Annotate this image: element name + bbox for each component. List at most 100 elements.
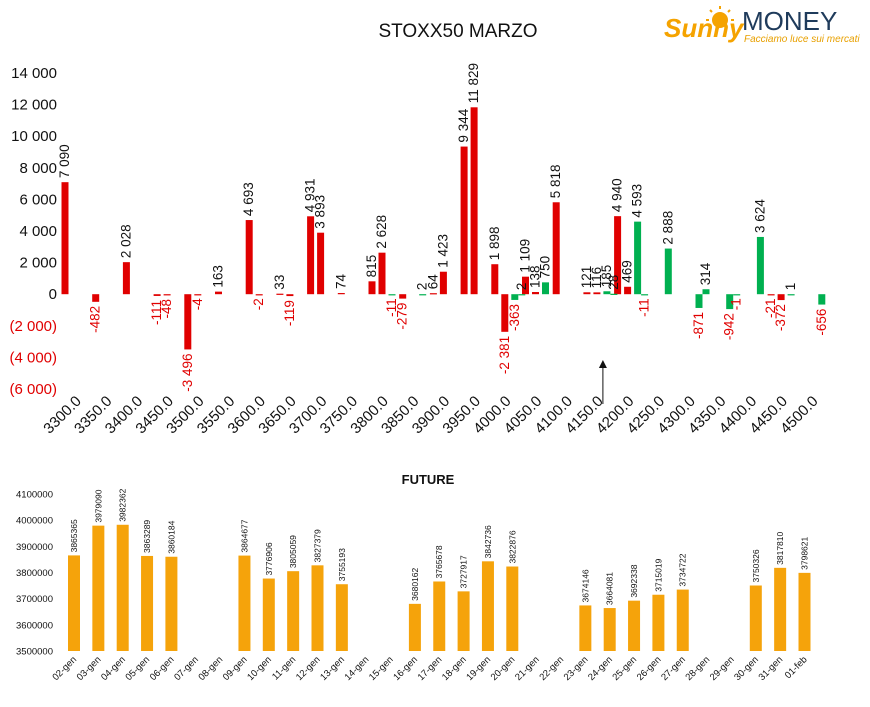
x-axis: 02-gen03-gen04-gen05-gen06-gen07-gen08-g… bbox=[50, 654, 809, 683]
data-label: -111 bbox=[149, 300, 164, 325]
future-chart: FUTURE 3500000 3600000 3700000 3800000 39000… bbox=[16, 472, 811, 683]
data-label: 9 344 bbox=[456, 108, 471, 142]
bar bbox=[337, 293, 345, 295]
bar bbox=[610, 293, 618, 295]
data-label: 121 bbox=[579, 266, 594, 289]
y-tick-label: 8 000 bbox=[19, 160, 57, 177]
data-label: 3864677 bbox=[239, 519, 249, 552]
x-tick-label: 17-gen bbox=[416, 654, 445, 683]
y-tick-label: 3900000 bbox=[16, 542, 53, 553]
bar bbox=[245, 220, 253, 295]
x-tick-label: 21-gen bbox=[513, 654, 542, 683]
x-tick-label: 08-gen bbox=[197, 654, 226, 683]
data-label: 3664081 bbox=[605, 572, 615, 605]
bar bbox=[756, 236, 764, 295]
data-label: -482 bbox=[88, 306, 103, 333]
data-label: 3817810 bbox=[775, 531, 785, 564]
data-label: 2 028 bbox=[118, 224, 133, 258]
data-label: 185 bbox=[599, 265, 614, 288]
y-tick-label: 4000000 bbox=[16, 516, 53, 527]
y-tick-label: 14 000 bbox=[11, 65, 57, 82]
data-label: -2 bbox=[251, 298, 266, 310]
logo-text-money: MONEY bbox=[742, 6, 837, 36]
data-label: 1 bbox=[783, 283, 798, 291]
bar bbox=[255, 294, 263, 296]
data-label: 116 bbox=[589, 267, 604, 289]
bar bbox=[506, 566, 519, 651]
y-tick-label: 3800000 bbox=[16, 568, 53, 579]
x-axis: 3300.03350.03400.03450.03500.03550.03600… bbox=[40, 393, 821, 437]
data-label: 3692338 bbox=[629, 564, 639, 597]
x-tick-label: 01-feb bbox=[783, 654, 810, 681]
bar bbox=[368, 281, 376, 295]
bar bbox=[733, 294, 741, 296]
x-tick-label: 04-gen bbox=[99, 654, 128, 683]
bar bbox=[378, 252, 386, 295]
data-label: 3979090 bbox=[93, 489, 103, 522]
data-label: 163 bbox=[211, 265, 226, 288]
data-label: -942 bbox=[722, 313, 737, 340]
data-label: 11 829 bbox=[466, 63, 481, 103]
bar bbox=[184, 294, 192, 350]
bar bbox=[433, 581, 446, 651]
data-label: 2 628 bbox=[374, 215, 389, 249]
x-tick-label: 27-gen bbox=[659, 654, 688, 683]
y-tick-label: 10 000 bbox=[11, 128, 57, 145]
data-label: 3865365 bbox=[69, 519, 79, 552]
data-label: 3842736 bbox=[483, 525, 493, 558]
bar bbox=[153, 294, 161, 296]
bar bbox=[664, 248, 672, 295]
data-label: -656 bbox=[814, 309, 829, 336]
x-tick-label: 12-gen bbox=[294, 654, 323, 683]
bar bbox=[238, 555, 251, 651]
data-label: 3982362 bbox=[118, 488, 128, 521]
bar bbox=[652, 594, 665, 651]
x-tick-label: 16-gen bbox=[391, 654, 420, 683]
y-tick-label: 3600000 bbox=[16, 620, 53, 631]
bar bbox=[92, 294, 100, 302]
bar bbox=[481, 561, 494, 651]
data-label: 1 423 bbox=[435, 234, 450, 268]
data-label: 74 bbox=[333, 274, 348, 290]
bar bbox=[470, 107, 478, 295]
chart-title: STOXX50 MARZO bbox=[378, 21, 537, 42]
x-tick-label: 15-gen bbox=[367, 654, 396, 683]
bar bbox=[518, 294, 526, 296]
data-label: -279 bbox=[395, 303, 410, 330]
x-tick-label: 03-gen bbox=[75, 654, 104, 683]
bar bbox=[695, 294, 703, 308]
data-label: 3827379 bbox=[313, 529, 323, 562]
bar bbox=[215, 291, 222, 295]
bar bbox=[276, 293, 284, 295]
logo-text-sunny: Sunny bbox=[664, 13, 745, 43]
bar bbox=[307, 216, 315, 295]
bar bbox=[767, 294, 775, 296]
x-tick-label: 31-gen bbox=[757, 654, 786, 683]
data-label: 1 898 bbox=[487, 226, 502, 260]
bar bbox=[419, 294, 427, 296]
x-tick-label: 06-gen bbox=[148, 654, 177, 683]
bar bbox=[583, 292, 591, 295]
bar bbox=[457, 591, 470, 651]
bar bbox=[818, 294, 826, 305]
data-label: 3755193 bbox=[337, 548, 347, 581]
data-labels: 3865365 3979090 3982362 3863289 3860184 38646… bbox=[69, 488, 810, 605]
data-label: 3750326 bbox=[751, 549, 761, 582]
bar bbox=[634, 221, 642, 295]
bar bbox=[774, 567, 787, 651]
x-tick-label: 26-gen bbox=[635, 654, 664, 683]
data-label: 4 931 bbox=[303, 178, 318, 212]
data-label: -3 496 bbox=[180, 353, 195, 391]
x-tick-label: 28-gen bbox=[684, 654, 713, 683]
data-label: -1 bbox=[729, 298, 744, 310]
x-tick-label: 18-gen bbox=[440, 654, 469, 683]
bar bbox=[61, 182, 69, 295]
bar bbox=[122, 262, 130, 295]
data-label: 469 bbox=[620, 260, 635, 283]
data-label: 314 bbox=[698, 262, 713, 285]
bar bbox=[163, 294, 171, 296]
bar bbox=[726, 294, 734, 310]
data-label: -119 bbox=[282, 300, 297, 326]
data-label: -2 381 bbox=[497, 336, 512, 374]
